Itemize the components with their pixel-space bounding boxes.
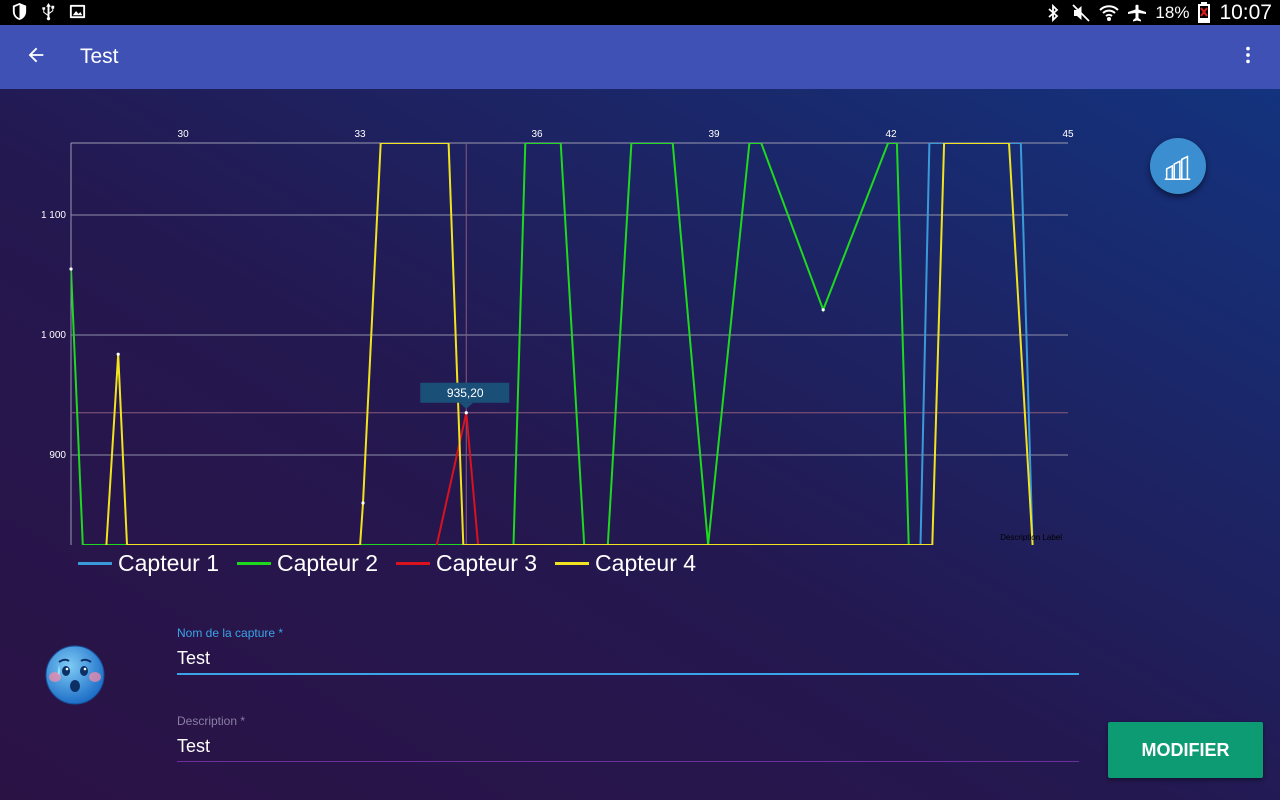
bluetooth-icon: [1048, 3, 1059, 22]
usb-icon: [42, 2, 55, 21]
signal-bars-icon: [1164, 155, 1191, 180]
battery-percent: 18%: [1155, 2, 1190, 22]
legend-swatch: [396, 562, 431, 565]
data-point: [116, 352, 120, 356]
page-title: Test: [80, 45, 119, 68]
y-tick-label: 900: [49, 450, 66, 461]
capture-name-input[interactable]: [177, 640, 1079, 675]
airplane-icon: [1128, 4, 1147, 21]
legend-label: Capteur 1: [118, 550, 220, 576]
x-tick-label: 36: [531, 129, 543, 140]
description-field: Description *: [177, 714, 1079, 762]
legend-swatch: [555, 562, 590, 565]
x-tick-label: 45: [1062, 129, 1074, 140]
value-tooltip: [420, 382, 510, 403]
series-line-capteur-3: [435, 412, 480, 545]
image-icon: [69, 4, 86, 19]
shocked-face-icon[interactable]: [45, 645, 105, 705]
data-point: [69, 267, 73, 271]
wifi-icon: [1099, 4, 1120, 21]
description-label: Description *: [177, 714, 246, 728]
legend-label: Capteur 3: [436, 550, 538, 576]
y-tick-label: 1 000: [41, 330, 66, 341]
legend-label: Capteur 4: [595, 550, 697, 576]
battery-icon: [1198, 1, 1211, 23]
tooltip-pointer: [459, 402, 474, 409]
capture-name-field: Nom de la capture *: [177, 626, 1079, 675]
series-line-capteur-2: [71, 143, 910, 545]
y-tick-label: 1 100: [41, 210, 66, 221]
series-line-capteur-4: [105, 143, 1034, 545]
data-point: [821, 308, 825, 312]
series-line-capteur-1: [919, 143, 1034, 545]
modify-button[interactable]: MODIFIER: [1108, 722, 1263, 778]
sensor-line-chart[interactable]: 1 100 1 000 900 30 33 36 39 42 45 935,20 Descrip…: [0, 89, 1280, 589]
tooltip-value: 935,20: [447, 386, 484, 400]
capture-name-label: Nom de la capture *: [177, 626, 284, 640]
x-tick-label: 30: [178, 129, 190, 140]
arrow-back-icon: [28, 47, 44, 63]
data-point: [464, 411, 468, 415]
description-input[interactable]: [177, 728, 1079, 762]
x-tick-label: 42: [885, 129, 897, 140]
content-area: [0, 89, 1280, 800]
legend-item: Capteur 2: [237, 550, 378, 577]
app-bar: Test: [0, 25, 1280, 89]
legend-item: Capteur 4: [555, 550, 696, 577]
x-tick-label: 33: [355, 129, 367, 140]
legend-item: Capteur 3: [396, 550, 537, 577]
data-point: [361, 501, 365, 505]
more-vert-icon: [1246, 46, 1250, 64]
legend-swatch: [78, 562, 112, 565]
chart-legend: Capteur 1 Capteur 2 Capteur 3 Capteur 4: [78, 550, 714, 577]
shield-icon: [12, 2, 27, 21]
legend-swatch: [237, 562, 272, 565]
x-tick-label: 39: [708, 129, 720, 140]
status-bar: 18% 10:07: [0, 0, 1280, 25]
legend-item: Capteur 1: [78, 550, 219, 577]
chart-mode-button[interactable]: [1150, 138, 1206, 194]
clock: 10:07: [1219, 0, 1272, 24]
back-button[interactable]: [20, 39, 52, 71]
legend-label: Capteur 2: [277, 550, 379, 576]
overflow-menu-button[interactable]: [1234, 39, 1262, 71]
chart-description-label: Description Label: [1000, 533, 1062, 542]
mute-icon: [1072, 3, 1091, 22]
